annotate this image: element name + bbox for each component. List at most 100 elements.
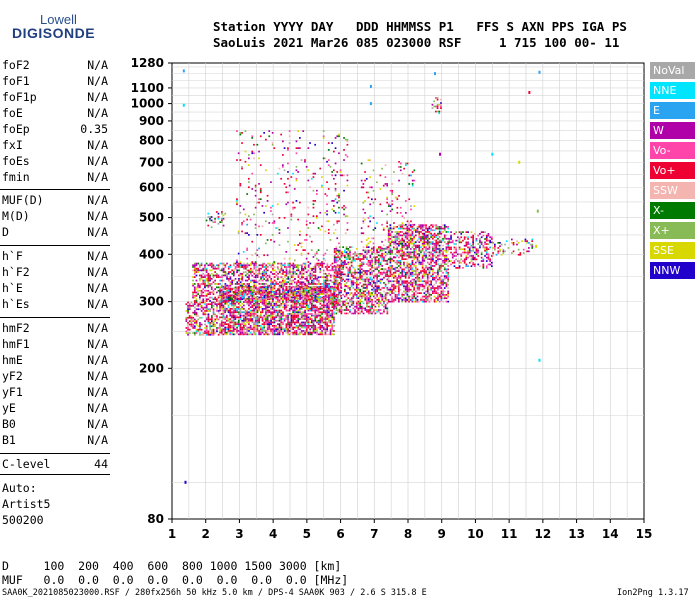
- echo-point: [311, 269, 313, 272]
- echo-point: [214, 283, 216, 285]
- echo-point: [241, 323, 243, 325]
- echo-point: [205, 333, 208, 336]
- echo-point: [347, 256, 350, 259]
- param-row: foF1p N/A: [2, 90, 108, 106]
- echo-point: [328, 325, 330, 327]
- echo-point: [294, 301, 296, 303]
- echo-point: [275, 302, 277, 305]
- echo-point: [237, 297, 240, 300]
- echo-point: [389, 300, 392, 303]
- echo-point: [241, 330, 243, 332]
- echo-point: [443, 237, 446, 240]
- echo-point: [415, 254, 417, 257]
- echo-point: [304, 284, 307, 287]
- echo-point: [448, 246, 451, 249]
- echo-point: [409, 232, 412, 235]
- echo-point: [340, 309, 343, 311]
- echo-point: [314, 330, 317, 332]
- echo-point: [404, 266, 407, 269]
- echo-point: [432, 265, 434, 267]
- echo-point: [428, 285, 431, 288]
- echo-point: [421, 260, 424, 262]
- echo-point: [316, 319, 318, 322]
- echo-point: [418, 236, 421, 238]
- echo-point: [326, 293, 329, 295]
- echo-point: [292, 301, 294, 303]
- echo-point: [326, 304, 328, 307]
- echo-point: [256, 319, 259, 322]
- echo-point: [425, 246, 427, 249]
- echo-point: [266, 309, 269, 312]
- echo-point: [401, 268, 404, 271]
- echo-point: [423, 237, 426, 240]
- echo-point: [453, 246, 456, 249]
- echo-point: [311, 326, 313, 329]
- echo-point: [301, 293, 303, 295]
- echo-point: [328, 306, 330, 308]
- echo-point: [295, 285, 298, 288]
- echo-point: [399, 265, 402, 267]
- echo-point: [470, 256, 473, 259]
- echo-point: [403, 268, 405, 271]
- echo-point: [379, 248, 382, 250]
- echo-point: [261, 291, 264, 293]
- echo-point: [482, 260, 485, 262]
- echo-point: [337, 304, 339, 306]
- echo-point: [261, 264, 264, 267]
- echo-point: [391, 260, 393, 262]
- echo-point: [278, 328, 281, 331]
- param-row: foEp 0.35: [2, 122, 108, 138]
- echo-point: [199, 301, 201, 304]
- param-row: fmin N/A: [2, 170, 108, 186]
- echo-point: [241, 230, 243, 233]
- echo-point: [319, 276, 322, 278]
- echo-point: [389, 261, 392, 264]
- echo-point: [214, 217, 216, 220]
- echo-point: [216, 330, 218, 333]
- echo-point: [406, 270, 409, 272]
- echo-point: [432, 234, 434, 237]
- echo-point: [418, 288, 421, 291]
- echo-point: [437, 243, 439, 245]
- echo-point: [205, 279, 208, 282]
- echo-point: [277, 283, 279, 285]
- echo-point: [406, 287, 409, 289]
- echo-point: [311, 288, 313, 290]
- echo-point: [241, 288, 244, 290]
- echo-point: [248, 330, 250, 332]
- echo-point: [260, 283, 262, 285]
- echo-point: [248, 326, 250, 329]
- echo-point: [329, 301, 332, 303]
- echo-point: [295, 302, 298, 305]
- echo-point: [472, 234, 474, 237]
- echo-point: [236, 328, 238, 331]
- echo-point: [354, 273, 356, 276]
- echo-point: [487, 239, 490, 242]
- echo-point: [445, 234, 448, 237]
- echo-point: [517, 253, 520, 256]
- echo-point: [458, 261, 461, 264]
- echo-point: [359, 299, 361, 301]
- echo-point: [294, 314, 296, 317]
- echo-point: [349, 309, 351, 311]
- echo-point: [359, 282, 361, 284]
- echo-point: [226, 328, 228, 331]
- echo-point: [224, 316, 226, 319]
- echo-point: [246, 283, 249, 285]
- echo-point: [374, 275, 377, 277]
- echo-point: [362, 246, 365, 248]
- echo-point: [187, 322, 189, 324]
- echo-point: [256, 323, 259, 325]
- echo-point: [398, 243, 400, 245]
- echo-point: [389, 243, 392, 245]
- param-row: hmF1 N/A: [2, 337, 108, 353]
- echo-point: [258, 325, 260, 327]
- echo-point: [386, 273, 389, 276]
- echo-point: [258, 330, 260, 332]
- echo-point: [494, 248, 496, 251]
- echo-point: [371, 251, 373, 254]
- echo-point: [314, 308, 317, 310]
- echo-point: [435, 280, 438, 283]
- echo-point: [258, 264, 261, 267]
- echo-point: [326, 328, 328, 331]
